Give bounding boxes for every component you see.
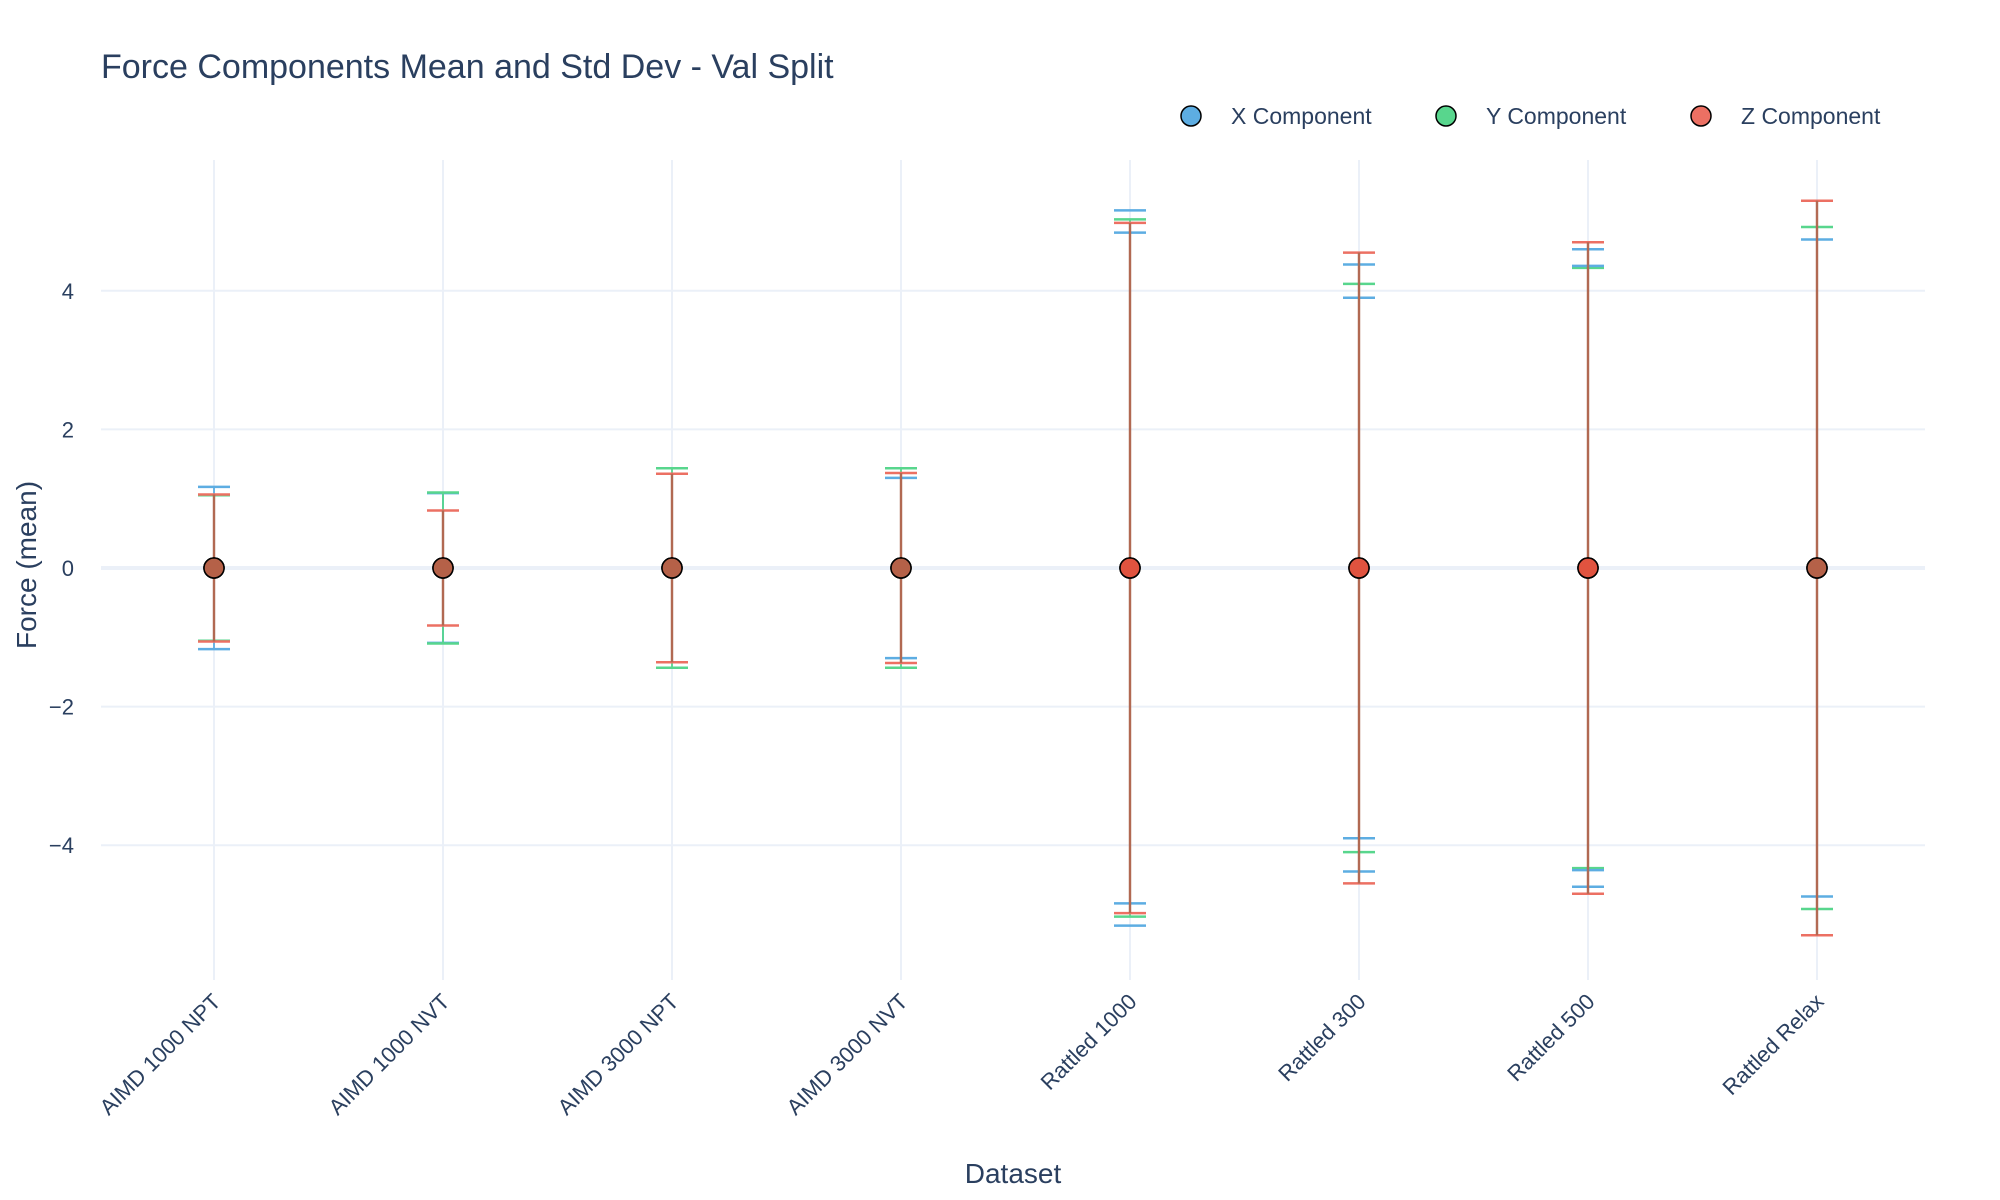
x-tick-label: AIMD 1000 NPT	[95, 989, 226, 1120]
legend-label-x: X Component	[1231, 103, 1372, 129]
mean-marker	[432, 557, 454, 579]
legend-item-x[interactable]: X Component	[1180, 103, 1372, 129]
mean-marker	[1348, 557, 1370, 579]
x-tick-label: AIMD 3000 NVT	[782, 989, 913, 1120]
chart-title: Force Components Mean and Std Dev - Val …	[101, 48, 834, 86]
legend: X Component Y Component Z Component	[1180, 103, 1881, 129]
mean-marker	[203, 557, 225, 579]
y-tick-label: −2	[49, 695, 74, 720]
legend-marker-z	[1690, 105, 1712, 127]
y-axis-ticks: −4 −2 0 2 4	[49, 279, 74, 858]
y-tick-label: −4	[49, 833, 74, 858]
legend-item-z[interactable]: Z Component	[1690, 103, 1881, 129]
mean-marker	[1806, 557, 1828, 579]
x-tick-label: Rattled 300	[1273, 989, 1370, 1086]
x-tick-label: Rattled Relax	[1717, 989, 1828, 1100]
x-tick-label: Rattled 500	[1502, 989, 1599, 1086]
x-tick-label: Rattled 1000	[1036, 989, 1142, 1095]
mean-marker	[1119, 557, 1141, 579]
x-tick-label: AIMD 3000 NPT	[553, 989, 684, 1120]
mean-marker	[1577, 557, 1599, 579]
y-tick-label: 4	[62, 279, 74, 304]
legend-label-z: Z Component	[1741, 103, 1881, 129]
y-tick-label: 2	[62, 417, 74, 442]
legend-marker-x	[1180, 105, 1202, 127]
legend-item-y[interactable]: Y Component	[1435, 103, 1627, 129]
y-tick-label: 0	[62, 556, 74, 581]
legend-marker-y	[1435, 105, 1457, 127]
legend-label-y: Y Component	[1486, 103, 1627, 129]
x-axis-title: Dataset	[965, 1158, 1062, 1189]
series	[198, 199, 1833, 937]
mean-marker	[661, 557, 683, 579]
grid	[101, 160, 1925, 980]
x-tick-label: AIMD 1000 NVT	[324, 989, 455, 1120]
x-axis-ticks: AIMD 1000 NPT AIMD 1000 NVT AIMD 3000 NPT A…	[95, 989, 1829, 1120]
y-axis-title: Force (mean)	[11, 481, 42, 649]
mean-marker	[890, 557, 912, 579]
